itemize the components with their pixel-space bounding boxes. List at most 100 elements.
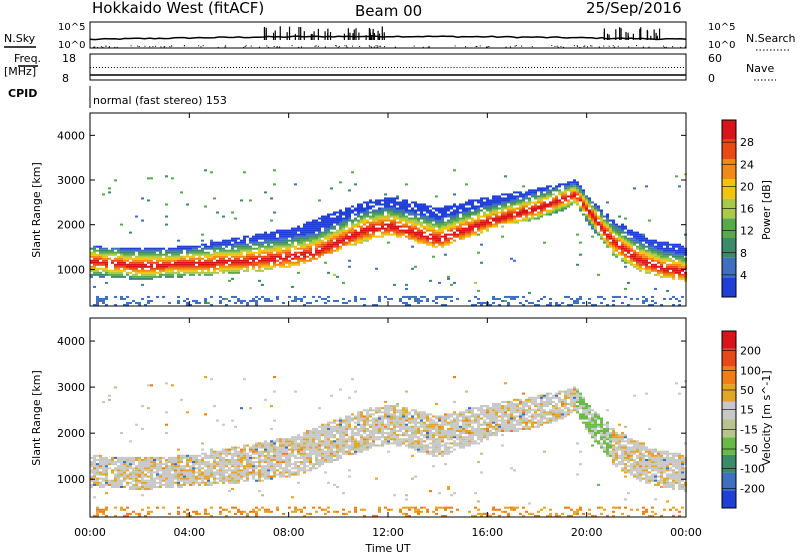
power-cell xyxy=(450,219,453,222)
power-cell xyxy=(249,253,252,256)
power-cell xyxy=(375,209,378,212)
velocity-cell xyxy=(234,475,237,478)
power-cell xyxy=(180,245,183,248)
power-cell xyxy=(108,271,111,274)
power-cell xyxy=(120,249,123,252)
velocity-cell xyxy=(231,463,234,466)
power-cell xyxy=(264,247,267,250)
velocity-cell xyxy=(306,469,309,472)
velocity-cell xyxy=(246,467,249,470)
power-cell xyxy=(576,197,579,200)
power-cell xyxy=(681,273,684,276)
velocity-cell xyxy=(177,461,180,464)
power-cell xyxy=(405,283,408,286)
power-cell xyxy=(327,271,330,274)
power-cell xyxy=(204,205,207,208)
velocity-cell xyxy=(120,475,123,478)
velocity-cell xyxy=(285,450,288,453)
power-cell xyxy=(552,193,555,196)
power-cell xyxy=(675,255,678,258)
power-cell xyxy=(201,265,204,268)
nave-dot xyxy=(101,67,103,68)
power-cell xyxy=(570,183,573,186)
power-cell xyxy=(186,297,189,300)
velocity-cell xyxy=(279,444,282,447)
power-cell xyxy=(213,269,216,272)
power-cell xyxy=(579,297,582,300)
velocity-cell xyxy=(261,475,264,478)
power-cell xyxy=(465,213,468,216)
power-cell xyxy=(495,211,498,214)
power-cell xyxy=(276,229,279,232)
power-cell xyxy=(480,199,483,202)
power-cell xyxy=(465,223,468,226)
power-cell xyxy=(177,257,180,260)
power-cell xyxy=(315,227,318,230)
power-cell xyxy=(402,207,405,210)
power-cell xyxy=(414,295,417,298)
velocity-cell xyxy=(168,461,171,464)
power-cell xyxy=(564,199,567,202)
velocity-cell xyxy=(279,454,282,457)
power-cell xyxy=(444,207,447,210)
power-cell xyxy=(255,257,258,260)
power-cell xyxy=(681,255,684,258)
velocity-cell xyxy=(132,479,135,482)
power-cell xyxy=(360,211,363,214)
velocity-cell xyxy=(225,465,228,468)
power-cell xyxy=(195,249,198,252)
power-cell xyxy=(657,249,660,252)
velocity-cell xyxy=(312,442,315,445)
noise-search-dot xyxy=(315,45,317,47)
noise-search-dot xyxy=(114,46,116,48)
velocity-cell xyxy=(306,429,309,433)
velocity-cell xyxy=(135,483,138,486)
velocity-cell xyxy=(249,473,252,476)
power-cell xyxy=(279,255,282,258)
power-cell xyxy=(243,259,246,262)
power-cell xyxy=(159,251,162,254)
velocity-cell xyxy=(234,506,237,509)
power-cell xyxy=(234,257,237,260)
velocity-cell xyxy=(243,475,246,478)
power-cell xyxy=(114,273,117,276)
power-cell xyxy=(426,229,429,232)
power-cell xyxy=(345,237,348,240)
velocity-cell xyxy=(204,508,207,511)
power-cell xyxy=(633,251,636,254)
velocity-cell xyxy=(222,481,225,484)
power-cell xyxy=(237,255,240,258)
velocity-cell xyxy=(147,475,150,478)
power-cell xyxy=(93,273,96,276)
power-cell xyxy=(420,225,423,228)
power-cell xyxy=(660,275,663,278)
power-cell xyxy=(459,211,462,214)
power-cell xyxy=(531,211,534,214)
power-cell xyxy=(435,217,438,220)
power-cell xyxy=(297,225,300,228)
power-cell xyxy=(153,251,156,254)
power-cell xyxy=(558,191,561,194)
power-cell xyxy=(570,181,573,184)
power-cell xyxy=(96,297,99,300)
power-cell xyxy=(264,299,267,302)
power-cell xyxy=(441,245,444,248)
velocity-cell xyxy=(240,475,243,478)
power-cell xyxy=(621,251,624,254)
power-cell xyxy=(507,195,510,198)
power-cell xyxy=(213,249,216,252)
power-cell xyxy=(282,301,285,304)
nave-dot xyxy=(539,67,541,68)
power-cell xyxy=(153,275,156,278)
nave-dot xyxy=(149,67,151,68)
power-cell xyxy=(507,295,510,298)
power-cell xyxy=(384,233,387,236)
velocity-cell xyxy=(222,456,225,459)
power-cell xyxy=(681,277,684,280)
velocity-cell xyxy=(111,471,114,474)
velocity-cell xyxy=(210,475,213,478)
power-cell xyxy=(273,261,276,264)
power-cell xyxy=(390,205,393,208)
power-cell xyxy=(432,219,435,222)
power-cell xyxy=(285,245,288,248)
